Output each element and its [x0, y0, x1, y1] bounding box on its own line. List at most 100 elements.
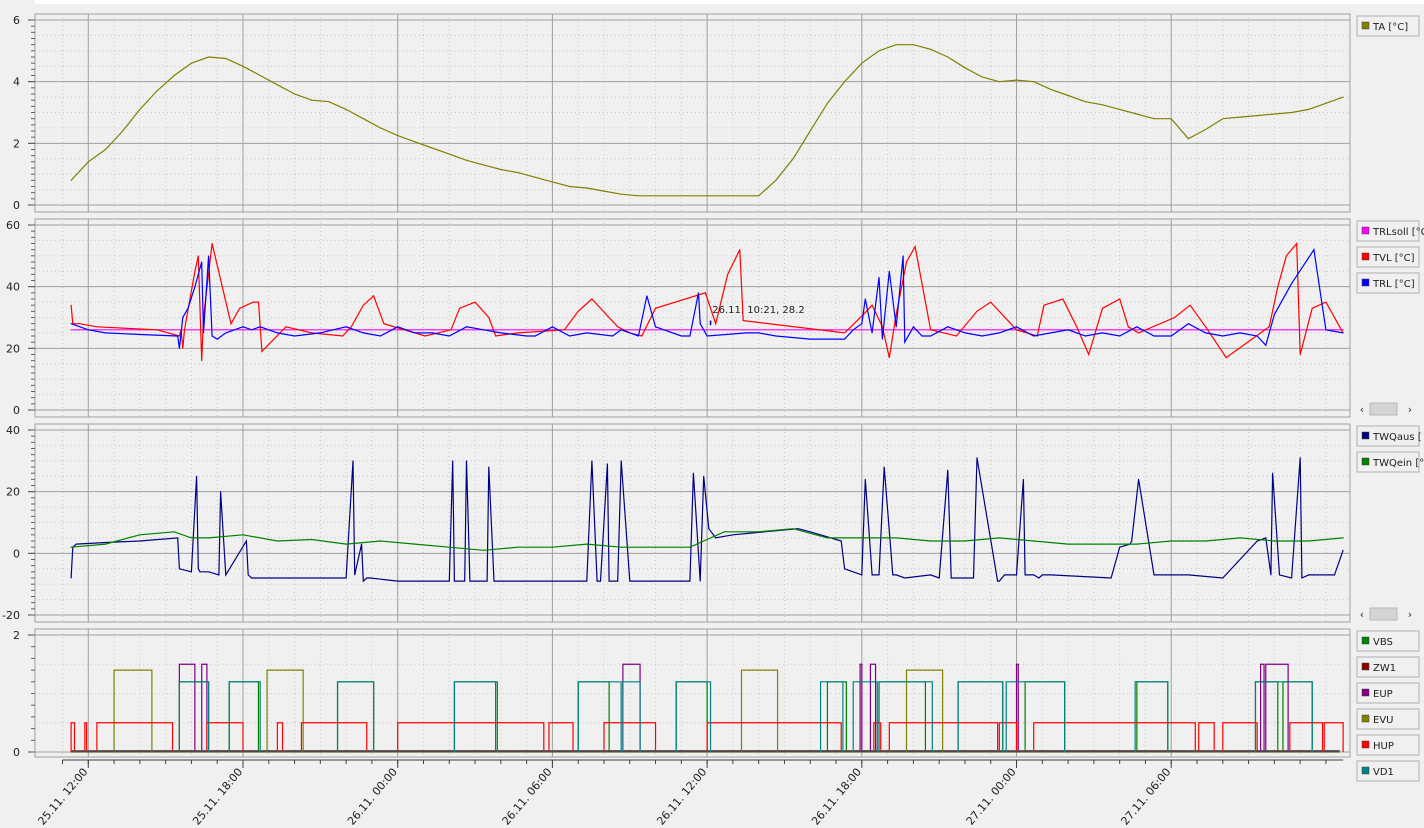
- data-point: [104, 542, 106, 544]
- data-point: [1273, 313, 1275, 315]
- legend-swatch: [1361, 457, 1370, 466]
- data-point: [569, 186, 571, 187]
- legend-swatch: [1361, 278, 1370, 287]
- data-point: [362, 118, 364, 120]
- data-point: [342, 335, 344, 337]
- data-point: [208, 255, 210, 257]
- data-point: [190, 571, 192, 573]
- data-point: [1136, 113, 1138, 115]
- data-point: [70, 546, 72, 548]
- data-point: [706, 195, 708, 197]
- data-point: [345, 108, 347, 110]
- data-point: [620, 329, 622, 331]
- legend-scrollbar[interactable]: ‹ ›: [1360, 607, 1412, 621]
- data-point: [1325, 301, 1327, 303]
- data-point: [1225, 357, 1227, 359]
- data-point: [871, 332, 873, 334]
- legend-swatch: [1361, 431, 1370, 440]
- data-point: [1239, 116, 1241, 118]
- data-point: [345, 326, 347, 328]
- legend-item-box[interactable]: [1356, 656, 1420, 678]
- data-point: [1325, 102, 1327, 104]
- data-point: [362, 304, 364, 306]
- legend-item[interactable]: ZW1: [1356, 656, 1420, 678]
- data-point: [586, 543, 588, 545]
- y-tick-label: 4: [13, 76, 20, 89]
- legend-item-box[interactable]: [1356, 760, 1420, 782]
- legend-item-box[interactable]: [1356, 630, 1420, 652]
- legend-item[interactable]: TVL [°C]: [1356, 246, 1420, 268]
- scrollbar-thumb[interactable]: [1369, 607, 1398, 621]
- legend-item-box[interactable]: [1356, 682, 1420, 704]
- legend-item[interactable]: EUP: [1356, 682, 1420, 704]
- data-point: [414, 543, 416, 545]
- state-pulse: [70, 722, 76, 752]
- legend-item[interactable]: HUP: [1356, 734, 1420, 756]
- state-pulse: [1198, 722, 1215, 752]
- data-point: [1136, 543, 1138, 545]
- legend-item-box[interactable]: [1356, 708, 1420, 730]
- legend-item-box[interactable]: [1356, 734, 1420, 756]
- data-point: [1334, 574, 1336, 576]
- data-point: [938, 577, 940, 579]
- legend-swatch: [1361, 740, 1370, 749]
- legend-item-box[interactable]: [1356, 451, 1420, 473]
- data-point: [1119, 546, 1121, 548]
- legend-item[interactable]: VD1: [1356, 760, 1420, 782]
- series-ta: [70, 44, 1344, 197]
- x-tick-label: 25.11. 18:00: [190, 766, 245, 828]
- data-point: [637, 335, 639, 337]
- legend-item[interactable]: EVU: [1356, 708, 1420, 730]
- data-point: [199, 571, 201, 573]
- data-point: [727, 273, 729, 275]
- legend-item[interactable]: VBS: [1356, 630, 1420, 652]
- legend-item-box[interactable]: [1356, 246, 1420, 268]
- data-point: [998, 81, 1000, 83]
- data-point: [483, 164, 485, 166]
- legend-scrollbar[interactable]: ‹ ›: [1360, 402, 1412, 416]
- data-point: [895, 574, 897, 576]
- data-point: [878, 574, 880, 576]
- legend-item-box[interactable]: [1356, 220, 1420, 242]
- chevron-right-icon[interactable]: ›: [1408, 403, 1412, 416]
- data-point: [792, 528, 794, 530]
- data-point: [844, 568, 846, 570]
- legend-item-box[interactable]: [1356, 425, 1420, 447]
- data-point: [362, 332, 364, 334]
- data-point: [87, 161, 89, 163]
- legend-item[interactable]: TWQein [°: [1356, 451, 1424, 473]
- legend-item[interactable]: TRL [°C]: [1356, 272, 1420, 294]
- legend-item-box[interactable]: [1356, 15, 1420, 37]
- data-point: [871, 304, 873, 306]
- data-point: [930, 329, 932, 331]
- legend-item[interactable]: TA [°C]: [1356, 15, 1420, 37]
- chevron-left-icon[interactable]: ‹: [1360, 403, 1364, 416]
- series-line: [70, 44, 1344, 197]
- data-point: [311, 538, 313, 541]
- chevron-right-icon[interactable]: ›: [1408, 608, 1412, 621]
- data-point: [904, 577, 906, 579]
- state-pulse: [397, 722, 545, 752]
- data-point: [178, 347, 180, 349]
- scrollbar-thumb[interactable]: [1369, 402, 1398, 416]
- data-point: [1187, 323, 1189, 325]
- data-point: [654, 546, 657, 548]
- data-point: [1076, 326, 1078, 328]
- data-point: [586, 580, 588, 582]
- data-point: [1067, 543, 1069, 545]
- legend-item-box[interactable]: [1356, 272, 1420, 294]
- legend-label: TRL [°C]: [1372, 279, 1415, 290]
- y-tick-label: 0: [13, 547, 20, 560]
- data-point: [704, 292, 706, 294]
- data-point: [1239, 537, 1241, 539]
- data-point: [742, 320, 744, 322]
- data-point: [797, 528, 799, 530]
- legend-item[interactable]: TRLsoll [°C: [1356, 220, 1424, 242]
- legend-item[interactable]: TWQaus [: [1356, 425, 1422, 447]
- chevron-left-icon[interactable]: ‹: [1360, 608, 1364, 621]
- legend-swatch: [1361, 714, 1370, 723]
- data-point: [362, 580, 364, 582]
- data-point: [469, 580, 471, 582]
- data-point: [746, 332, 748, 334]
- data-point: [156, 329, 158, 331]
